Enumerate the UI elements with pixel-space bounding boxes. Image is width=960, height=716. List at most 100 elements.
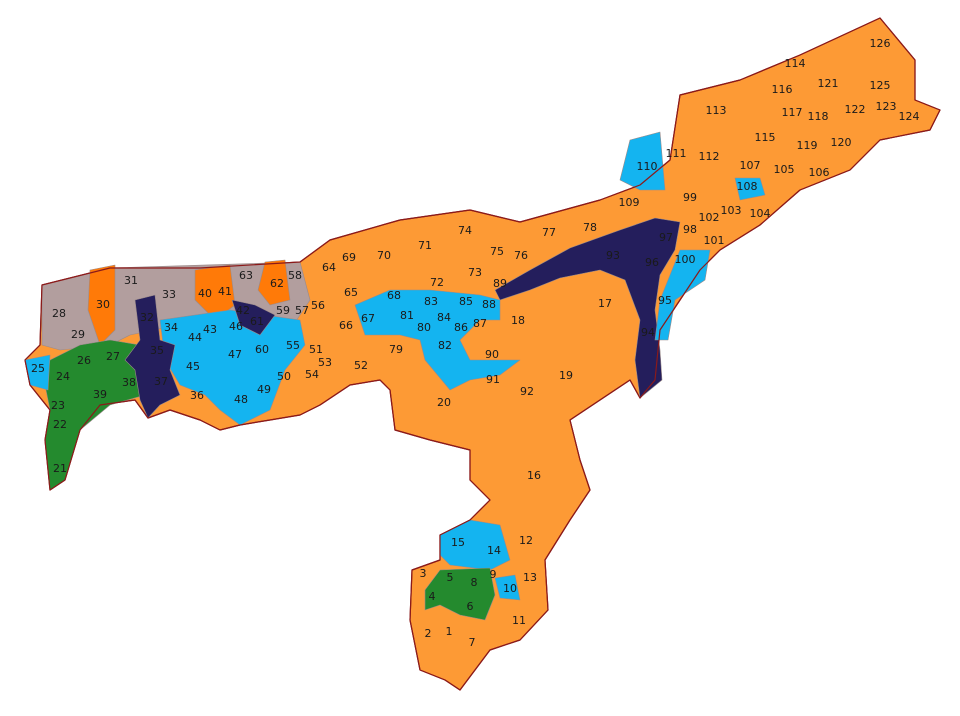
constituency-label-43: 43 [203, 323, 217, 336]
constituency-label-80: 80 [417, 321, 431, 334]
constituency-label-105: 105 [774, 163, 795, 176]
constituency-label-121: 121 [818, 77, 839, 90]
region-10[interactable] [494, 574, 521, 601]
constituency-label-11: 11 [512, 614, 526, 627]
central-blue-region[interactable] [159, 309, 306, 426]
constituency-label-10: 10 [503, 582, 517, 595]
middle-blue-region[interactable] [354, 289, 521, 391]
constituency-label-26: 26 [77, 354, 91, 367]
constituency-label-112: 112 [699, 150, 720, 163]
constituency-label-66: 66 [339, 319, 353, 332]
constituency-label-95: 95 [658, 294, 672, 307]
constituency-label-74: 74 [458, 224, 472, 237]
constituency-label-7: 7 [469, 636, 476, 649]
constituency-label-67: 67 [361, 312, 375, 325]
constituency-label-29: 29 [71, 328, 85, 341]
constituency-label-50: 50 [277, 370, 291, 383]
constituency-label-107: 107 [740, 159, 761, 172]
region-14-15[interactable] [439, 519, 511, 571]
constituency-label-9: 9 [490, 568, 497, 581]
constituency-label-104: 104 [750, 207, 771, 220]
constituency-label-111: 111 [666, 147, 687, 160]
constituency-label-17: 17 [598, 297, 612, 310]
constituency-label-3: 3 [420, 567, 427, 580]
constituency-label-22: 22 [53, 418, 67, 431]
constituency-label-35: 35 [150, 344, 164, 357]
constituency-label-1: 1 [446, 625, 453, 638]
constituency-label-4: 4 [429, 590, 436, 603]
constituency-label-6: 6 [467, 600, 474, 613]
constituency-label-46: 46 [229, 320, 243, 333]
constituency-label-36: 36 [190, 389, 204, 402]
region-30[interactable] [87, 264, 116, 346]
constituency-label-90: 90 [485, 348, 499, 361]
constituency-label-69: 69 [342, 251, 356, 264]
constituency-label-85: 85 [459, 295, 473, 308]
constituency-labels: 1234567891011121314151617181920212223242… [31, 37, 920, 649]
constituency-label-70: 70 [377, 249, 391, 262]
constituency-label-116: 116 [772, 83, 793, 96]
constituency-label-57: 57 [295, 304, 309, 317]
constituency-label-99: 99 [683, 191, 697, 204]
constituency-label-86: 86 [454, 321, 468, 334]
constituency-label-102: 102 [699, 211, 720, 224]
constituency-label-89: 89 [493, 277, 507, 290]
constituency-label-79: 79 [389, 343, 403, 356]
constituency-label-84: 84 [437, 311, 451, 324]
constituency-label-78: 78 [583, 221, 597, 234]
constituency-label-87: 87 [473, 317, 487, 330]
constituency-label-30: 30 [96, 298, 110, 311]
constituency-label-96: 96 [645, 256, 659, 269]
region-42-61[interactable] [231, 299, 276, 336]
constituency-label-94: 94 [641, 326, 655, 339]
constituency-label-92: 92 [520, 385, 534, 398]
east-navy-region[interactable] [494, 217, 681, 399]
constituency-label-110: 110 [637, 160, 658, 173]
constituency-label-63: 63 [239, 269, 253, 282]
region-108[interactable] [734, 177, 766, 201]
constituency-label-37: 37 [154, 375, 168, 388]
constituency-label-2: 2 [425, 627, 432, 640]
constituency-label-32: 32 [140, 311, 154, 324]
constituency-label-76: 76 [514, 249, 528, 262]
constituency-label-101: 101 [704, 234, 725, 247]
constituency-label-34: 34 [164, 321, 178, 334]
constituency-label-117: 117 [782, 106, 803, 119]
constituency-label-27: 27 [106, 350, 120, 363]
constituency-label-62: 62 [270, 277, 284, 290]
constituency-label-23: 23 [51, 399, 65, 412]
constituency-label-31: 31 [124, 274, 138, 287]
constituency-label-41: 41 [218, 285, 232, 298]
constituency-label-40: 40 [198, 287, 212, 300]
constituency-label-73: 73 [468, 266, 482, 279]
constituency-label-115: 115 [755, 131, 776, 144]
constituency-label-15: 15 [451, 536, 465, 549]
constituency-label-83: 83 [424, 295, 438, 308]
constituency-label-72: 72 [430, 276, 444, 289]
south-green-region[interactable] [424, 567, 496, 621]
constituency-label-113: 113 [706, 104, 727, 117]
constituency-label-59: 59 [276, 304, 290, 317]
constituency-label-103: 103 [721, 204, 742, 217]
constituency-label-51: 51 [309, 343, 323, 356]
constituency-label-53: 53 [318, 356, 332, 369]
constituency-label-13: 13 [523, 571, 537, 584]
constituency-label-49: 49 [257, 383, 271, 396]
constituency-label-21: 21 [53, 462, 67, 475]
constituency-label-125: 125 [870, 79, 891, 92]
constituency-label-71: 71 [418, 239, 432, 252]
constituency-label-61: 61 [250, 315, 264, 328]
constituency-label-64: 64 [322, 261, 336, 274]
constituency-label-33: 33 [162, 288, 176, 301]
region-110[interactable] [619, 131, 666, 191]
constituency-label-12: 12 [519, 534, 533, 547]
constituency-label-126: 126 [870, 37, 891, 50]
constituency-label-55: 55 [286, 339, 300, 352]
constituency-label-19: 19 [559, 369, 573, 382]
constituency-label-16: 16 [527, 469, 541, 482]
constituency-label-82: 82 [438, 339, 452, 352]
region-62[interactable] [257, 259, 291, 306]
constituency-label-91: 91 [486, 373, 500, 386]
region-32-35-37[interactable] [124, 294, 181, 419]
